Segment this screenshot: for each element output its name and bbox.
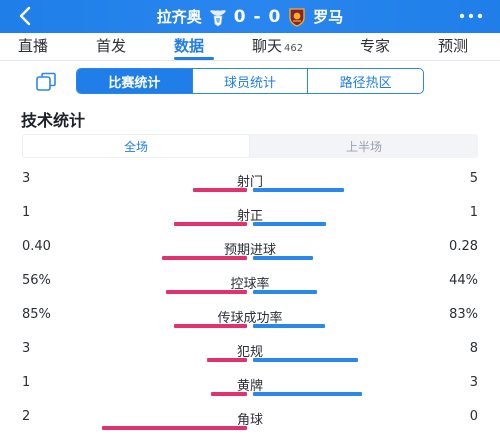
back-arrow-icon[interactable] [14, 4, 38, 28]
match-tabs: 直播 首发 数据 聊天 462 专家 预测 [0, 33, 500, 61]
stat-row-shots-on-target: 1 射正 1 [0, 205, 500, 235]
stat-row-corners: 2 角球 0 [0, 409, 500, 439]
home-bar [162, 256, 247, 260]
subtab-player-stats[interactable]: 球员统计 [191, 69, 308, 93]
stat-label: 黄牌 [236, 379, 263, 394]
away-bar [253, 256, 313, 260]
chat-count: 462 [284, 43, 304, 54]
away-value: 1 [469, 205, 478, 220]
match-scoreline: 拉齐奥 0 - 0 罗马 [0, 0, 500, 33]
stat-row-possession: 56% 控球率 44% [0, 273, 500, 303]
home-value: 1 [22, 205, 31, 220]
tab-live[interactable]: 直播 [18, 37, 49, 55]
home-bar [174, 324, 247, 328]
home-bar [193, 188, 247, 192]
score: 0 - 0 [233, 6, 282, 27]
home-value: 85% [22, 307, 51, 322]
home-value: 56% [22, 273, 51, 288]
match-header: 拉齐奥 0 - 0 罗马 [0, 0, 500, 33]
home-bar [174, 222, 247, 226]
active-tab-indicator [174, 57, 214, 60]
subtab-match-stats[interactable]: 比赛统计 [77, 69, 192, 93]
tab-prediction[interactable]: 预测 [438, 37, 469, 55]
home-team-name: 拉齐奥 [156, 8, 202, 26]
home-bar [207, 358, 247, 362]
stat-row-shots: 3 射门 5 [0, 171, 500, 201]
stats-subtabs: 比赛统计 球员统计 路径热区 [76, 68, 424, 94]
stat-label: 传球成功率 [217, 311, 283, 326]
period-first-half[interactable]: 上半场 [345, 139, 382, 154]
away-bar [253, 324, 325, 328]
stat-label: 射正 [236, 209, 263, 224]
subtab-heatmap[interactable]: 路径热区 [307, 69, 423, 93]
away-bar [253, 188, 344, 192]
stat-label: 预期进球 [223, 243, 276, 258]
stat-row-fouls: 3 犯规 8 [0, 341, 500, 371]
copy-icon[interactable] [35, 72, 57, 92]
home-value: 1 [22, 375, 31, 390]
stat-row-yellow-cards: 1 黄牌 3 [0, 375, 500, 405]
home-value: 0.40 [22, 239, 51, 254]
away-value: 0 [469, 409, 478, 424]
away-bar [253, 222, 326, 226]
stat-label: 角球 [236, 413, 263, 428]
home-bar [166, 290, 247, 294]
away-value: 5 [469, 171, 478, 186]
tab-stats[interactable]: 数据 [174, 37, 205, 55]
period-toggle: 全场 上半场 [22, 134, 478, 158]
tab-lineup[interactable]: 首发 [96, 37, 127, 55]
tab-chat[interactable]: 聊天 462 [252, 37, 304, 55]
period-full-match[interactable]: 全场 [22, 134, 250, 158]
tab-experts[interactable]: 专家 [360, 37, 391, 55]
home-value: 3 [22, 341, 31, 356]
stat-row-xg: 0.40 预期进球 0.28 [0, 239, 500, 269]
home-bar [102, 426, 247, 430]
away-value: 3 [469, 375, 478, 390]
away-value: 0.28 [449, 239, 478, 254]
away-bar [253, 358, 358, 362]
roma-wolf-crest-icon [289, 7, 305, 27]
stat-label: 犯规 [236, 345, 263, 360]
away-bar [253, 290, 317, 294]
home-value: 2 [22, 409, 31, 424]
away-value: 83% [449, 307, 478, 322]
away-value: 8 [469, 341, 478, 356]
stat-row-pass-accuracy: 85% 传球成功率 83% [0, 307, 500, 337]
section-title: 技术统计 [21, 111, 86, 130]
away-value: 44% [449, 273, 478, 288]
away-team-name: 罗马 [313, 8, 344, 26]
stat-label: 射门 [236, 175, 263, 190]
more-options-icon[interactable] [458, 8, 484, 24]
home-value: 3 [22, 171, 31, 186]
home-bar [211, 392, 247, 396]
away-bar [253, 392, 362, 396]
stat-label: 控球率 [230, 277, 270, 292]
lazio-eagle-crest-icon [209, 9, 226, 26]
